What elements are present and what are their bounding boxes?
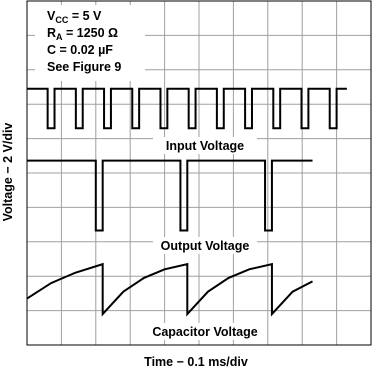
series-label: Capacitor Voltage: [152, 325, 257, 339]
annotation: See Figure 9: [47, 60, 121, 74]
annotation-subscript: A: [56, 32, 63, 42]
annotation: C = 0.02 µF: [47, 43, 113, 57]
series-label-background: [153, 137, 257, 154]
annotation-background: [35, 5, 145, 81]
annotation-subscript: CC: [55, 15, 68, 25]
annotation-part: C = 0.02 µF: [47, 43, 113, 57]
annotation-part: = 1250 Ω: [63, 26, 119, 40]
annotation-part: See Figure 9: [47, 60, 121, 74]
waveform: [26, 262, 313, 317]
series-label: Input Voltage: [166, 139, 244, 153]
x-axis-label: Time − 0.1 ms/div: [144, 355, 248, 369]
plot-border: [26, 0, 372, 346]
annotation-part: R: [47, 26, 56, 40]
y-axis-label: Voltage − 2 V/div: [1, 123, 15, 222]
series-label-background: [153, 323, 257, 340]
annotation: RA = 1250 Ω: [47, 26, 118, 42]
annotation-part: = 5 V: [68, 9, 102, 23]
annotation-part: V: [47, 9, 56, 23]
waveform: [27, 159, 313, 232]
waveform: [27, 87, 347, 130]
annotation: VCC = 5 V: [47, 9, 102, 25]
series-label: Output Voltage: [161, 239, 250, 253]
series-label-background: [153, 237, 257, 254]
